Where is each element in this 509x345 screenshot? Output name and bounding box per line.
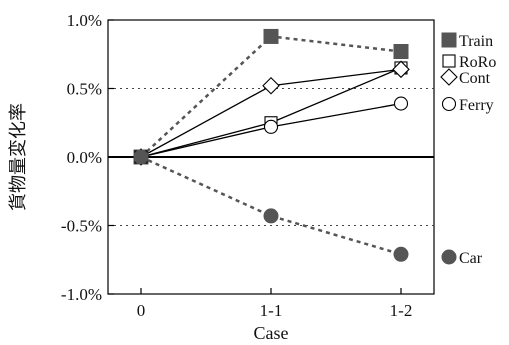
legend-marker-roro [442,54,456,68]
grid-lines [108,88,434,226]
data-point-ferry [393,96,409,111]
data-point-ferry [263,119,279,134]
y-tick-label: -1.0% [61,285,102,304]
x-tick-label: 1-2 [390,301,413,320]
data-point-cont [392,60,410,79]
legend-label-cont: Cont [459,70,491,87]
legend-marker-car [441,249,457,265]
data-point-car [133,149,149,165]
series-group [132,28,410,262]
legend-marker-cont [440,68,458,86]
series-line-train [140,35,402,158]
y-tick-label: 0.5% [67,80,102,99]
legend-marker-ferry [441,96,457,112]
y-axis-title: 貨物量変化率 [8,103,28,211]
series-line-car [140,155,402,256]
x-tick-label: 1-1 [260,301,283,320]
y-tick-label: 1.0% [67,11,102,30]
legend-label-train: Train [459,33,493,50]
legend-label-ferry: Ferry [459,97,494,114]
data-point-train [263,28,279,44]
legend-label-car: Car [459,250,483,267]
data-point-train [393,44,409,60]
y-tick-label: 0.0% [67,148,102,167]
data-point-car [393,246,409,262]
data-point-car [263,208,279,224]
x-axis-title: Case [254,323,289,343]
y-tick-label: -0.5% [61,217,102,236]
data-point-cont [262,76,280,95]
x-tick-label: 0 [137,301,146,320]
axes: 1.0% 0.5% 0.0% -0.5% -1.0% 0 1-1 1-2 [61,11,412,320]
legend-label-roro: RoRo [459,54,496,71]
legend-marker-train [441,32,457,48]
